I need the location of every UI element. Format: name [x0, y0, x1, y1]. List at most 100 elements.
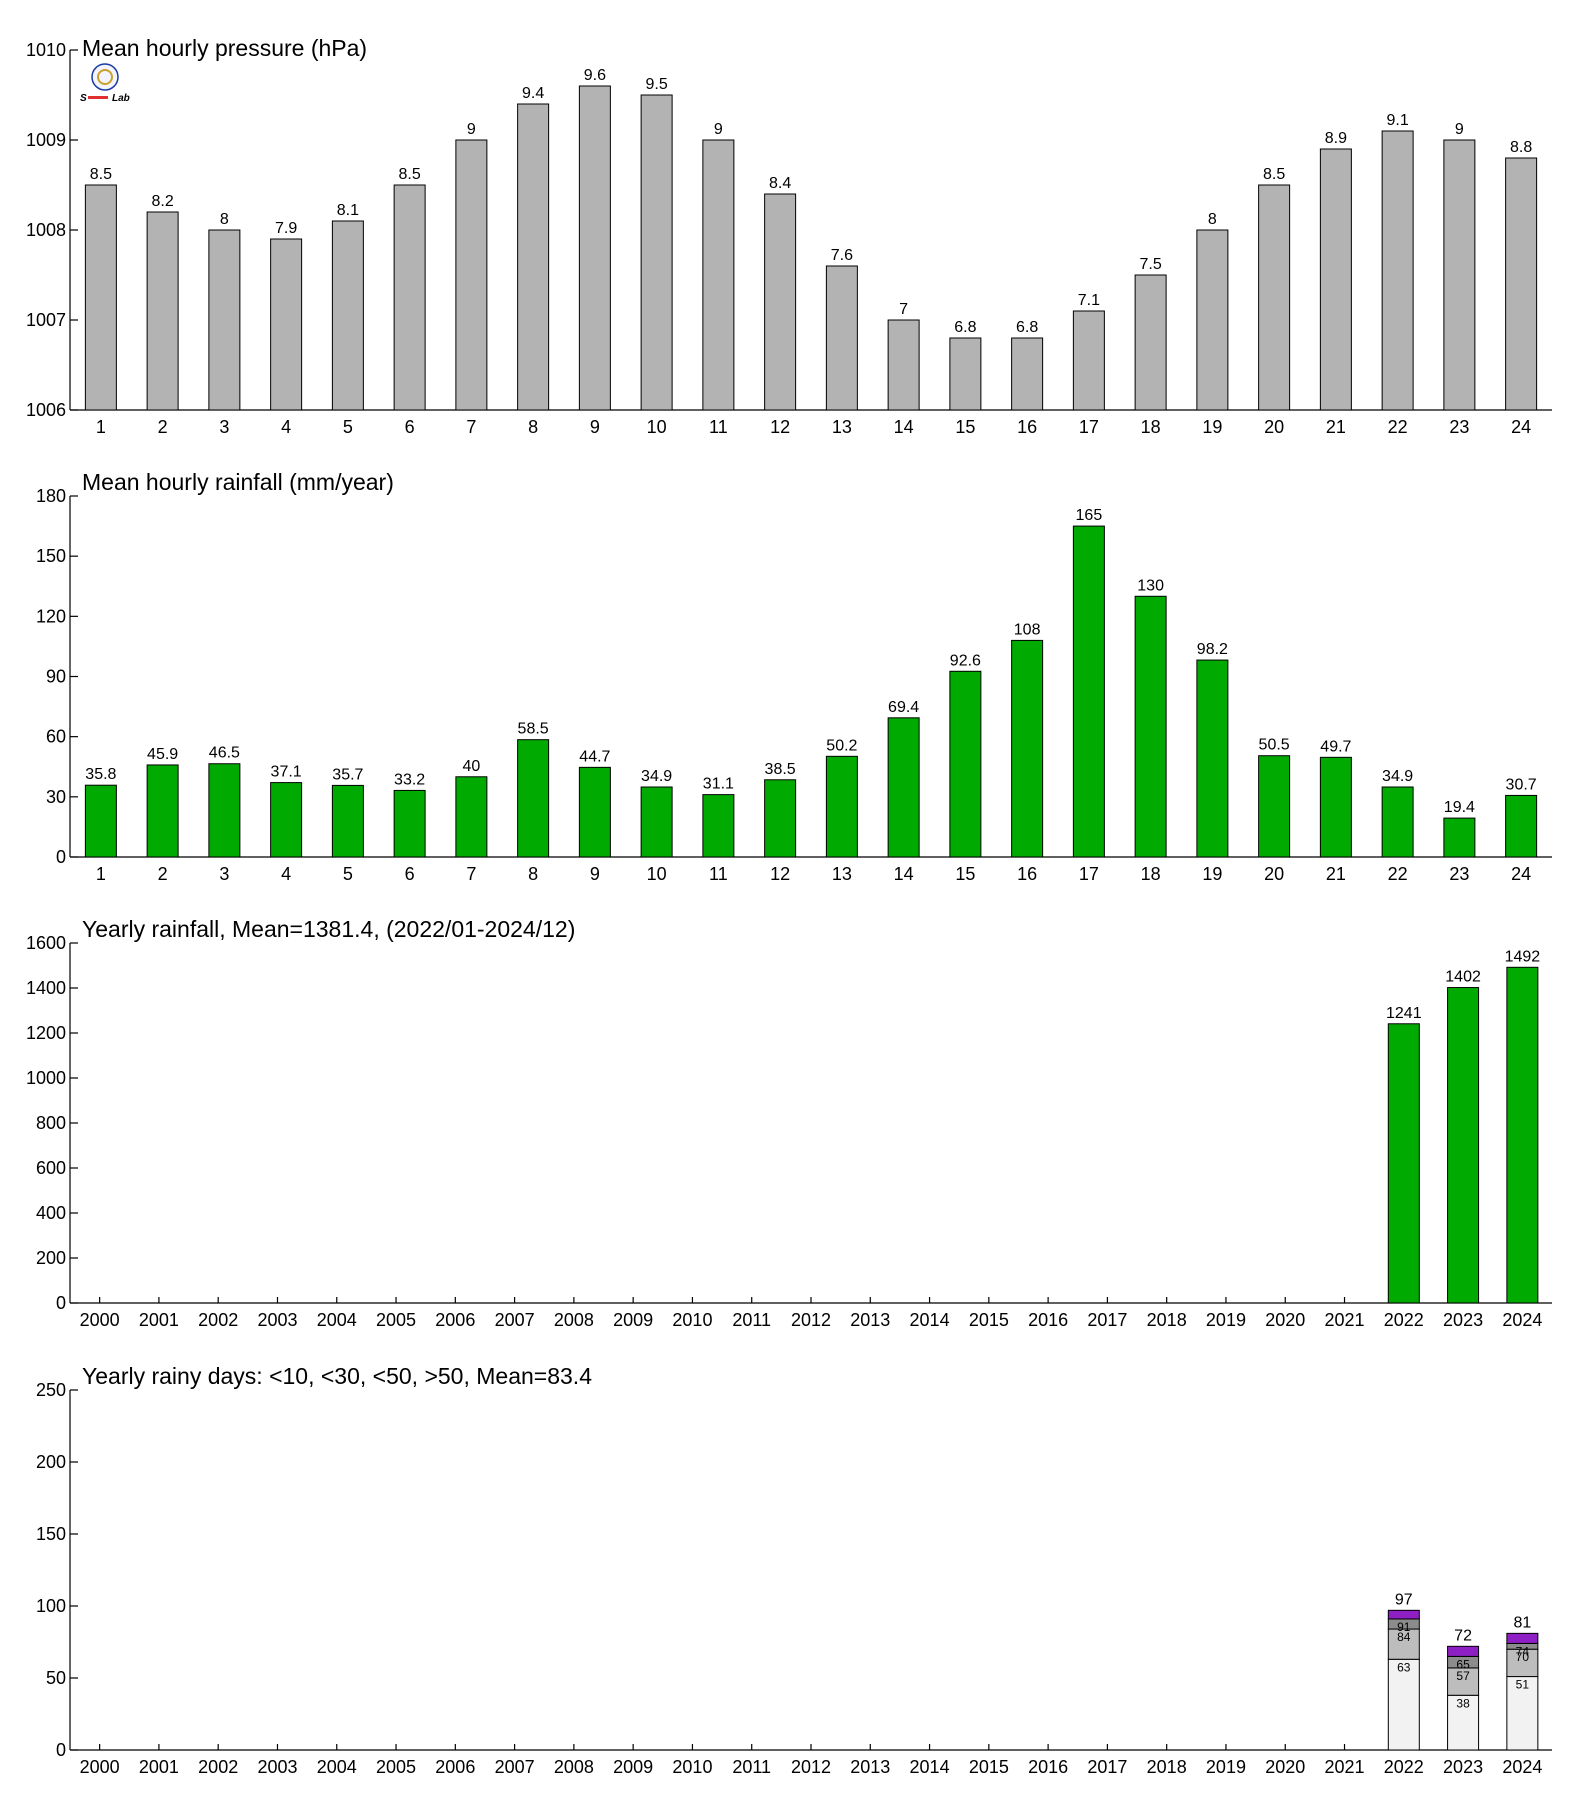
hourly-rainfall-chart-data-label: 34.9: [1382, 768, 1413, 785]
hourly-rainfall-chart-bar: [146, 764, 179, 858]
hourly-rainfall-chart-bar: [640, 786, 673, 858]
pressure-chart-xtick-label: 7: [466, 417, 476, 437]
pressure-chart-xtick-label: 6: [405, 417, 415, 437]
hourly-rainfall-chart-ytick-label: 120: [36, 606, 66, 626]
rainy-days-chart-xtick-label: 2020: [1265, 1757, 1305, 1777]
hourly-rainfall-chart-ytick-label: 60: [46, 727, 66, 747]
rainy-days-chart-xtick-label: 2001: [139, 1757, 179, 1777]
yearly-rainfall-chart-bar: [1387, 1023, 1420, 1304]
hourly-rainfall-chart-bar: [455, 776, 488, 858]
pressure-chart-bar: [949, 337, 982, 411]
hourly-rainfall-chart-xtick-label: 2: [158, 864, 168, 884]
hourly-rainfall-chart-xtick-label: 24: [1511, 864, 1531, 884]
yearly-rainfall-chart-ytick-label: 600: [36, 1158, 66, 1178]
hourly-rainfall-chart-ytick-label: 30: [46, 787, 66, 807]
pressure-chart-ytick-label: 1007: [26, 310, 66, 330]
pressure-chart-bar: [1072, 310, 1105, 411]
hourly-rainfall-chart-xtick-label: 23: [1449, 864, 1469, 884]
pressure-chart-data-label: 6.8: [1016, 319, 1038, 336]
hourly-rainfall-chart-xtick-label: 1: [96, 864, 106, 884]
pressure-chart-xtick-label: 2: [158, 417, 168, 437]
hourly-rainfall-chart-bar: [887, 717, 920, 858]
hourly-rainfall-chart-title: Mean hourly rainfall (mm/year): [82, 469, 394, 495]
pressure-logo: S Lab: [80, 63, 130, 104]
rainy-days-chart-segment-label: 51: [1516, 1678, 1530, 1692]
rainy-days-chart-xtick-label: 2009: [613, 1757, 653, 1777]
pressure-chart-bar: [887, 319, 920, 411]
hourly-rainfall-chart-bar: [1072, 525, 1105, 858]
yearly-rainfall-chart: Yearly rainfall, Mean=1381.4, (2022/01-2…: [26, 916, 1552, 1330]
hourly-rainfall-chart-bar: [578, 766, 611, 858]
yearly-rainfall-chart-data-label: 1402: [1445, 969, 1481, 986]
pressure-chart: Mean hourly pressure (hPa) S Lab 1006 100…: [26, 35, 1552, 437]
hourly-rainfall-chart-data-label: 108: [1014, 621, 1041, 638]
hourly-rainfall-chart-data-label: 38.5: [765, 761, 796, 778]
pressure-chart-ytick-label: 1008: [26, 220, 66, 240]
hourly-rainfall-chart-bar: [1196, 659, 1229, 858]
pressure-chart-bar: [1134, 274, 1167, 411]
rainy-days-chart-ytick-label: 200: [36, 1452, 66, 1472]
pressure-chart-data-label: 9: [467, 121, 476, 138]
pressure-chart-xtick-label: 22: [1388, 417, 1408, 437]
pressure-chart-xtick-label: 5: [343, 417, 353, 437]
pressure-chart-ytick-label: 1006: [26, 400, 66, 420]
yearly-rainfall-chart-xtick-label: 2022: [1384, 1310, 1424, 1330]
rainy-days-chart-segment: [1506, 1632, 1539, 1644]
yearly-rainfall-chart-ytick-label: 1600: [26, 933, 66, 953]
rainy-days-chart: Yearly rainy days: <10, <30, <50, >50, M…: [36, 1363, 1552, 1777]
rainy-days-chart-segment-label: 74: [1516, 1644, 1530, 1658]
hourly-rainfall-chart-bar: [1505, 794, 1538, 858]
hourly-rainfall-chart-ytick-label: 150: [36, 546, 66, 566]
rainy-days-chart-xtick-label: 2014: [910, 1757, 950, 1777]
rainy-days-chart-title: Yearly rainy days: <10, <30, <50, >50, M…: [82, 1363, 592, 1389]
rainy-days-chart-ytick-label: 0: [56, 1740, 66, 1760]
hourly-rainfall-chart-bar: [825, 755, 858, 858]
pressure-chart-xtick-label: 9: [590, 417, 600, 437]
hourly-rainfall-chart-data-label: 165: [1076, 507, 1103, 524]
rainy-days-chart-xtick-label: 2006: [435, 1757, 475, 1777]
pressure-chart-bar: [1381, 130, 1414, 411]
rainy-days-chart-xtick-label: 2022: [1384, 1757, 1424, 1777]
rainy-days-chart-ytick-label: 100: [36, 1596, 66, 1616]
pressure-chart-data-label: 8.8: [1510, 139, 1532, 156]
hourly-rainfall-chart-xtick-label: 4: [281, 864, 291, 884]
pressure-chart-bar: [1196, 229, 1229, 411]
yearly-rainfall-chart-xtick-label: 2010: [672, 1310, 712, 1330]
hourly-rainfall-chart-xtick-label: 21: [1326, 864, 1346, 884]
rainy-days-chart-ytick-label: 250: [36, 1380, 66, 1400]
hourly-rainfall-chart-bar: [393, 789, 426, 858]
rainy-days-chart-xtick-label: 2000: [80, 1757, 120, 1777]
pressure-chart-xtick-label: 18: [1141, 417, 1161, 437]
rainy-days-chart-ytick-label: 50: [46, 1668, 66, 1688]
hourly-rainfall-chart-data-label: 35.7: [332, 766, 363, 783]
hourly-rainfall-chart-bar: [270, 782, 303, 858]
yearly-rainfall-chart-xtick-label: 2013: [850, 1310, 890, 1330]
hourly-rainfall-chart-xtick-label: 20: [1264, 864, 1284, 884]
rainy-days-chart-segment: [1506, 1676, 1539, 1751]
pressure-chart-data-label: 8.1: [337, 202, 359, 219]
pressure-chart-data-label: 8.9: [1325, 130, 1347, 147]
pressure-chart-data-label: 9.5: [646, 76, 668, 93]
yearly-rainfall-chart-ytick-label: 800: [36, 1113, 66, 1133]
yearly-rainfall-chart-xtick-label: 2019: [1206, 1310, 1246, 1330]
pressure-chart-bar: [146, 211, 179, 411]
pressure-chart-xtick-label: 1: [96, 417, 106, 437]
rainy-days-chart-xtick-label: 2005: [376, 1757, 416, 1777]
hourly-rainfall-chart-data-label: 30.7: [1506, 776, 1537, 793]
pressure-chart-data-label: 9.4: [522, 85, 544, 102]
pressure-chart-xtick-label: 11: [709, 417, 728, 437]
pressure-chart-bar: [393, 184, 426, 411]
rainy-days-chart-segment: [1447, 1694, 1480, 1751]
hourly-rainfall-chart-xtick-label: 11: [709, 864, 728, 884]
hourly-rainfall-chart-data-label: 46.5: [209, 745, 240, 762]
pressure-chart-xtick-label: 24: [1511, 417, 1531, 437]
pressure-chart-bar: [1443, 139, 1476, 411]
hourly-rainfall-chart-data-label: 69.4: [888, 699, 919, 716]
hourly-rainfall-chart-bar: [1381, 786, 1414, 858]
rainy-days-chart-segment-label: 38: [1456, 1696, 1470, 1710]
hourly-rainfall-chart-ytick-label: 90: [46, 667, 66, 687]
hourly-rainfall-chart-data-label: 31.1: [703, 776, 734, 793]
rainy-days-chart-segment: [1506, 1648, 1539, 1678]
hourly-rainfall-chart-xtick-label: 3: [219, 864, 229, 884]
